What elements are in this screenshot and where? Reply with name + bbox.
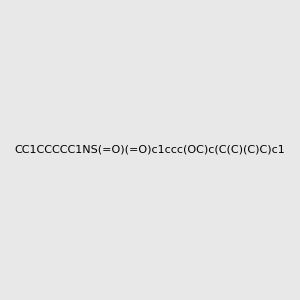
Text: CC1CCCCC1NS(=O)(=O)c1ccc(OC)c(C(C)(C)C)c1: CC1CCCCC1NS(=O)(=O)c1ccc(OC)c(C(C)(C)C)c…	[15, 145, 285, 155]
